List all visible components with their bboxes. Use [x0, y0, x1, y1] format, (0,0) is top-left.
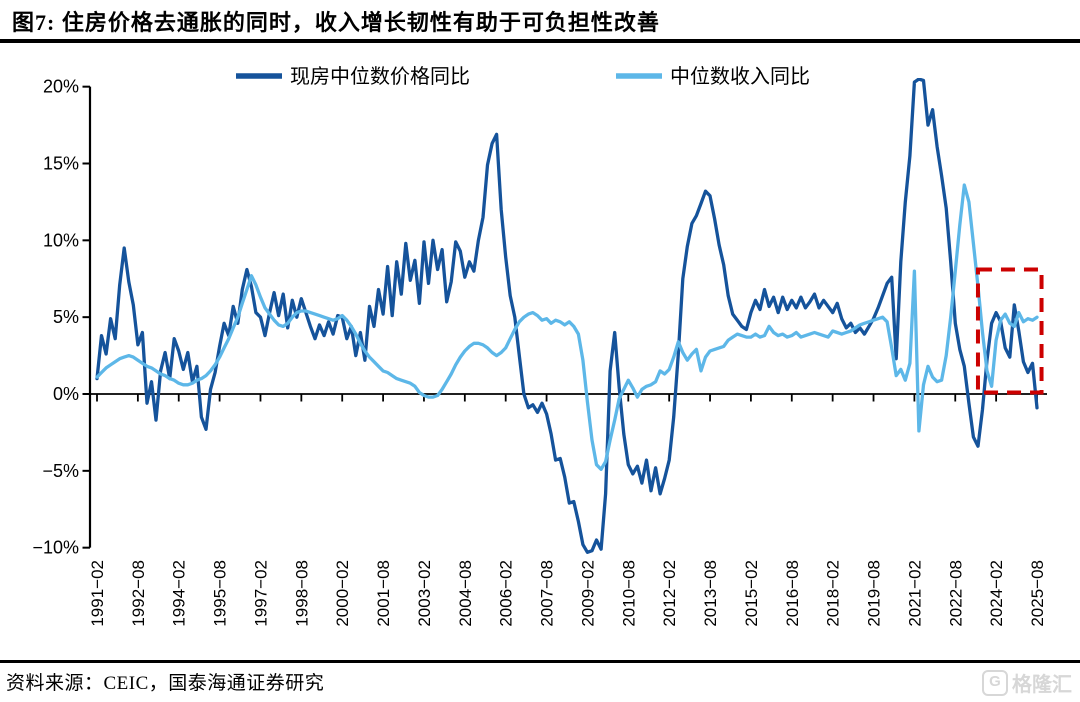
- x-tick-label: 2019−08: [865, 560, 884, 627]
- y-tick-label: 0%: [53, 384, 79, 404]
- x-tick-label: 2012−02: [660, 560, 679, 627]
- x-tick-label: 2003−02: [415, 560, 434, 627]
- x-tick-label: 2024−02: [987, 560, 1006, 627]
- highlight-box: [975, 267, 1044, 395]
- y-tick-label: −10%: [32, 538, 79, 558]
- x-tick-label: 1998−08: [292, 560, 311, 627]
- x-tick-label: 1994−02: [170, 560, 189, 627]
- series-income-line: [95, 183, 1039, 471]
- y-tick-label: 15%: [43, 154, 79, 174]
- gelonghui-logo-icon: G: [982, 669, 1008, 696]
- x-tick-label: 2001−08: [374, 560, 393, 627]
- source-text: 资料来源：CEIC，国泰海通证券研究: [6, 673, 325, 694]
- x-axis: 1991−02 1992−08 1994−02 1995−08 1997−02 1998−…: [88, 393, 1047, 627]
- series-price-line: [95, 78, 1039, 554]
- x-tick-label: 2025−08: [1028, 560, 1047, 627]
- x-tick-label: 1992−08: [129, 560, 148, 627]
- x-tick-label: 2013−08: [701, 560, 720, 627]
- legend-item-price: 现房中位数价格同比: [236, 65, 470, 88]
- x-tick-label: 2006−02: [497, 560, 516, 627]
- legend-label-income: 中位数收入同比: [670, 65, 810, 88]
- x-tick-label: 2021−02: [905, 560, 924, 627]
- x-tick-label: 1995−08: [211, 560, 230, 627]
- legend-item-income: 中位数收入同比: [616, 65, 810, 88]
- x-tick-label: 2007−08: [538, 560, 557, 627]
- x-tick-label: 2022−08: [946, 560, 965, 627]
- title-rule: [0, 39, 1080, 43]
- x-tick-label: 1991−02: [88, 560, 107, 627]
- x-tick-label: 2009−02: [578, 560, 597, 627]
- legend: 现房中位数价格同比 中位数收入同比: [236, 65, 810, 88]
- y-tick-label: 5%: [53, 307, 79, 327]
- y-tick-label: 20%: [43, 77, 79, 97]
- x-tick-label: 2018−02: [824, 560, 843, 627]
- y-tick-label: −5%: [42, 461, 79, 481]
- x-tick-label: 2004−08: [456, 560, 475, 627]
- figure-title: 图7: 住房价格去通胀的同时，收入增长韧性有助于可负担性改善: [12, 10, 660, 35]
- watermark-text: 格隆汇: [1012, 674, 1072, 696]
- footer-rule: [0, 660, 1080, 663]
- gelonghui-watermark: G 格隆汇: [982, 668, 1072, 697]
- x-tick-label: 2000−02: [333, 560, 352, 627]
- x-tick-label: 2015−02: [742, 560, 761, 627]
- y-tick-label: 10%: [43, 230, 79, 250]
- y-axis: 20% 15% 10% 5% 0% −5% −10%: [32, 77, 92, 558]
- x-tick-label: 2010−08: [619, 560, 638, 627]
- x-tick-label: 1997−02: [251, 560, 270, 627]
- x-tick-label: 2016−08: [783, 560, 802, 627]
- legend-label-price: 现房中位数价格同比: [290, 65, 470, 88]
